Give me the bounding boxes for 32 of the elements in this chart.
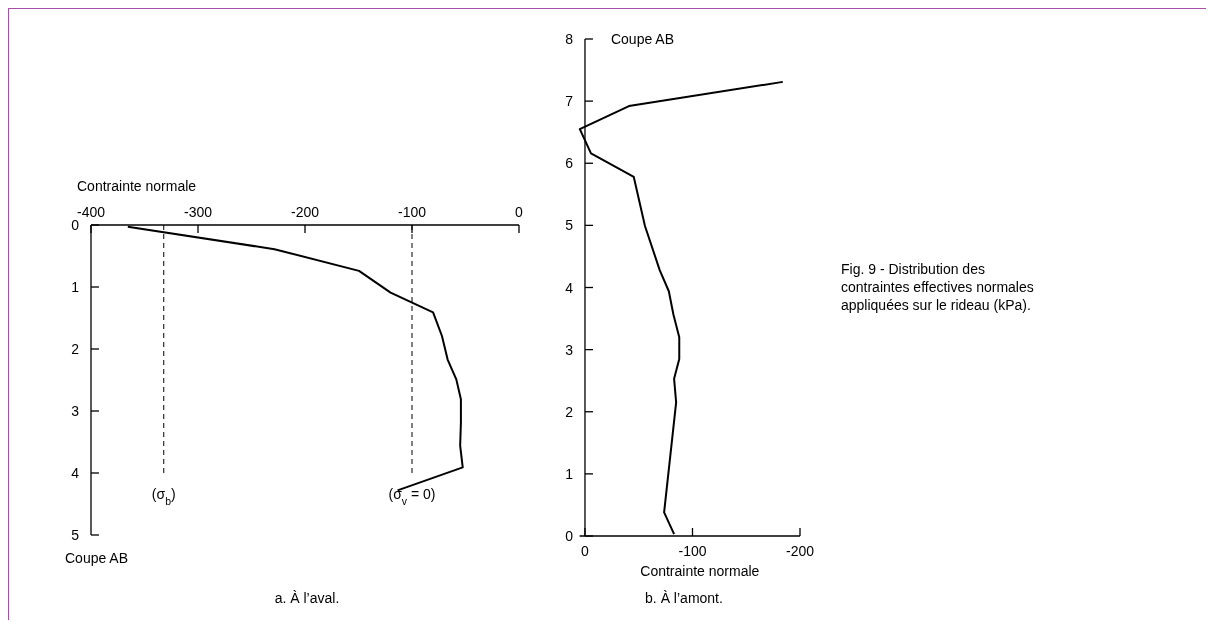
annotation: (σ$_{b}$): [151, 486, 176, 507]
x-tick-label: -100: [397, 204, 427, 220]
text: a. À l’aval.: [274, 590, 340, 606]
annotation: (σ$_{v}$ = 0): [388, 486, 436, 507]
x-tick-label: -300: [183, 204, 213, 220]
y-tick-label: 0: [565, 528, 574, 544]
x-axis-title: Contrainte normale: [77, 178, 197, 194]
x-tick-label: 0: [515, 204, 524, 220]
x-axis-title: Contrainte normale: [640, 563, 760, 579]
y-tick-label: 8: [565, 31, 574, 47]
caption: Fig. 9 - Distribution des contraintes effectives normales appliquées sur le rideau (kPa).: [841, 261, 1034, 313]
x-tick-label: -400: [76, 204, 106, 220]
y-tick-label: 4: [71, 465, 80, 481]
x-tick-label: -100: [678, 543, 707, 559]
y-tick-label: 4: [565, 279, 574, 296]
y-tick-label: 6: [565, 155, 574, 172]
y-tick-label: 2: [71, 341, 80, 357]
x-tick-label: -200: [785, 543, 815, 559]
y-tick-label: 1: [565, 465, 574, 482]
y-tick-label: 3: [71, 403, 80, 419]
y-tick-label: 0: [71, 217, 80, 233]
y-axis-title: Coupe AB: [65, 550, 129, 566]
y-tick-label: 7: [565, 93, 574, 110]
y-axis-title: Coupe AB: [610, 31, 675, 47]
y-tick-label: 5: [71, 527, 80, 543]
x-tick-label: 0: [581, 543, 590, 559]
y-tick-label: 2: [565, 403, 574, 420]
y-tick-label: 5: [565, 217, 574, 234]
text: b. À l’amont.: [645, 590, 723, 606]
y-tick-label: 1: [71, 279, 80, 295]
x-tick-label: -200: [290, 204, 320, 220]
y-tick-label: 3: [565, 341, 574, 358]
